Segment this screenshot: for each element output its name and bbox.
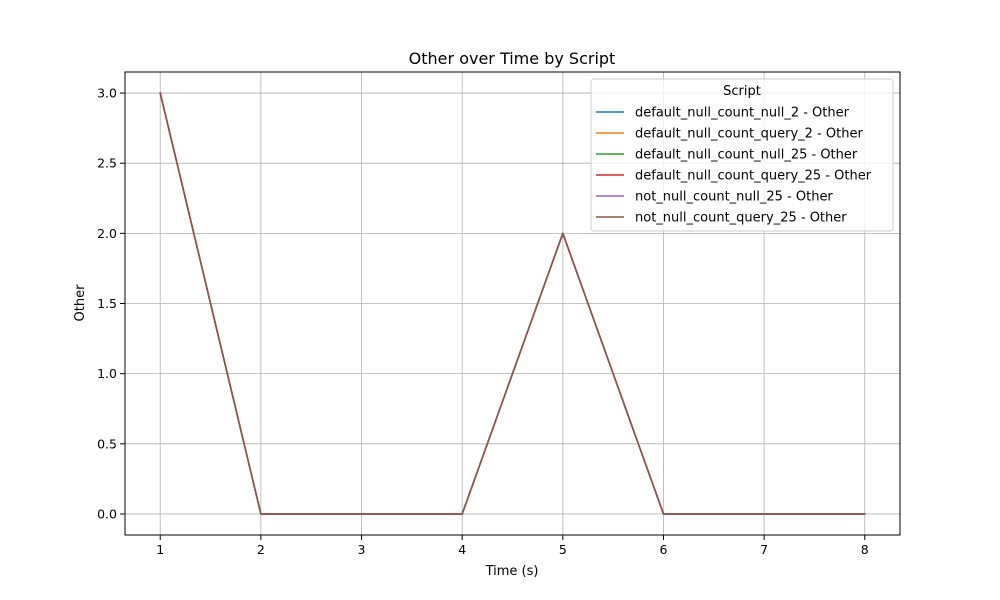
y-tick-label: 2.5: [97, 156, 117, 171]
legend-entry-label: default_null_count_null_2 - Other: [635, 106, 850, 121]
chart-title: Other over Time by Script: [409, 49, 616, 68]
y-tick-label: 1.5: [97, 296, 117, 311]
legend: Script default_null_count_null_2 - Other…: [590, 78, 894, 232]
y-tick-label: 3.0: [97, 86, 117, 101]
legend-box: [590, 78, 894, 232]
x-tick-label: 7: [760, 542, 768, 557]
x-tick-label: 1: [156, 542, 164, 557]
legend-entry-label: default_null_count_query_25 - Other: [635, 169, 872, 184]
x-tick-label: 5: [559, 542, 567, 557]
axis-ticks: 1 2 3 4 5 6 7 8 0.0 0.5 1.0 1.5 2.0 2.5 3.0: [97, 86, 869, 557]
y-axis-label: Other: [73, 284, 88, 322]
legend-entry-label: default_null_count_null_25 - Other: [635, 148, 858, 163]
y-tick-label: 0.0: [97, 506, 117, 521]
legend-entry-label: not_null_count_query_25 - Other: [635, 211, 847, 226]
x-tick-label: 4: [458, 542, 466, 557]
legend-entries: default_null_count_null_2 - Other default…: [596, 106, 872, 226]
x-axis-label: Time (s): [485, 564, 539, 579]
legend-title: Script: [723, 84, 761, 99]
series-line-6: [159, 92, 866, 515]
x-tick-label: 2: [257, 542, 265, 557]
legend-entry-label: default_null_count_query_2 - Other: [635, 127, 863, 142]
x-tick-label: 6: [659, 542, 667, 557]
y-tick-label: 0.5: [97, 436, 117, 451]
x-tick-label: 8: [861, 542, 869, 557]
legend-entry-label: not_null_count_null_25 - Other: [635, 190, 833, 205]
series-lines: [159, 92, 866, 515]
x-tick-label: 3: [358, 542, 366, 557]
y-tick-label: 2.0: [97, 226, 117, 241]
y-tick-label: 1.0: [97, 366, 117, 381]
